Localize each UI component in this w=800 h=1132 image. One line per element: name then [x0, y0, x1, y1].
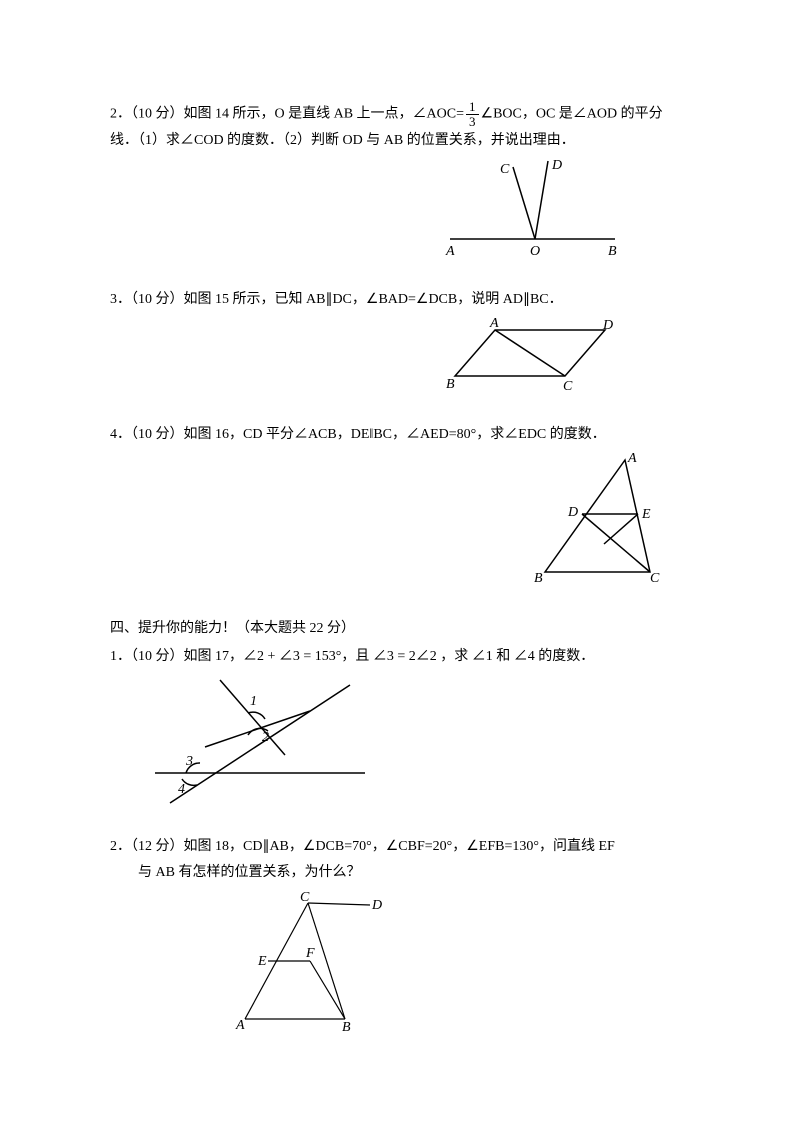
section-4-title: 四、提升你的能力！（本大题共 22 分）: [110, 616, 690, 643]
problem-4: 4．（10 分）如图 16，CD 平分∠ACB，DE‖BC，∠AED=80°，求…: [110, 422, 690, 598]
figure-16-wrap: A B C D E: [110, 452, 690, 598]
label-O: O: [530, 244, 540, 259]
figure-17: 1 2 3 4: [150, 675, 370, 805]
fraction-1-3: 13: [466, 100, 479, 128]
problem-number: 2．: [110, 106, 131, 121]
figure-14: A O B C D: [440, 159, 620, 259]
figure-15: A D B C: [440, 318, 620, 393]
label-B: B: [534, 571, 543, 586]
label-D: D: [551, 159, 562, 173]
figure-15-wrap: A D B C: [110, 318, 690, 404]
label-A: A: [445, 244, 455, 259]
label-A: A: [627, 452, 637, 466]
s4p2-text1: 2．（12 分）如图 18，CD∥AB，∠DCB=70°，∠CBF=20°，∠E…: [110, 834, 690, 861]
label-E: E: [257, 954, 267, 969]
problem-2: 2．（10 分）如图 14 所示，O 是直线 AB 上一点，∠AOC=13∠BO…: [110, 100, 690, 269]
frac-num: 1: [466, 100, 479, 115]
p2-text-before: 如图 14 所示，O 是直线 AB 上一点，∠AOC=: [184, 106, 465, 121]
label-4: 4: [178, 782, 185, 797]
label-C: C: [300, 891, 310, 905]
label-B: B: [342, 1020, 351, 1035]
figure-18-wrap: A B C D E F: [110, 891, 690, 1047]
label-D: D: [567, 505, 578, 520]
problem-3-text: 3．（10 分）如图 15 所示，已知 AB∥DC，∠BAD=∠DCB，说明 A…: [110, 287, 690, 314]
label-C: C: [650, 571, 660, 586]
figure-17-wrap: 1 2 3 4: [110, 675, 690, 816]
figure-16: A B C D E: [530, 452, 670, 587]
label-B: B: [446, 377, 455, 392]
p3-text: 如图 15 所示，已知 AB∥DC，∠BAD=∠DCB，说明 AD∥BC．: [184, 292, 563, 307]
frac-den: 3: [466, 115, 479, 129]
figure-14-wrap: A O B C D: [110, 159, 690, 270]
problem-2-text: 2．（10 分）如图 14 所示，O 是直线 AB 上一点，∠AOC=13∠BO…: [110, 100, 690, 128]
s4p2-body1: 如图 18，CD∥AB，∠DCB=70°，∠CBF=20°，∠EFB=130°，…: [184, 839, 615, 854]
problem-number: 1．: [110, 649, 131, 664]
problem-points: （12 分）: [131, 839, 184, 854]
p4-text: 如图 16，CD 平分∠ACB，DE‖BC，∠AED=80°，求∠EDC 的度数…: [184, 427, 606, 442]
label-1: 1: [250, 694, 257, 709]
problem-3: 3．（10 分）如图 15 所示，已知 AB∥DC，∠BAD=∠DCB，说明 A…: [110, 287, 690, 403]
label-C: C: [500, 162, 510, 177]
section4-problem-1: 1．（10 分）如图 17，∠2 + ∠3 = 153°，且 ∠3 = 2∠2 …: [110, 644, 690, 815]
label-C: C: [563, 379, 573, 393]
s4p1-body: 如图 17，∠2 + ∠3 = 153°，且 ∠3 = 2∠2 ，求 ∠1 和 …: [184, 649, 595, 664]
label-D: D: [602, 318, 613, 333]
section4-problem-2: 2．（12 分）如图 18，CD∥AB，∠DCB=70°，∠CBF=20°，∠E…: [110, 834, 690, 1047]
problem-points: （10 分）: [131, 649, 184, 664]
p2-line2: 线．（1）求∠COD 的度数．（2）判断 OD 与 AB 的位置关系，并说出理由…: [110, 128, 690, 155]
label-2: 2: [262, 730, 269, 745]
label-3: 3: [185, 754, 193, 769]
problem-number: 4．: [110, 427, 131, 442]
problem-points: （10 分）: [131, 292, 184, 307]
figure-18: A B C D E F: [230, 891, 400, 1036]
worksheet-page: 2．（10 分）如图 14 所示，O 是直线 AB 上一点，∠AOC=13∠BO…: [0, 0, 800, 1104]
problem-number: 2．: [110, 839, 131, 854]
p2-text-after: ∠BOC，OC 是∠AOD 的平分: [481, 106, 663, 121]
s4p2-text2: 与 AB 有怎样的位置关系，为什么？: [110, 860, 690, 887]
problem-points: （10 分）: [131, 427, 184, 442]
label-F: F: [305, 946, 315, 961]
label-A: A: [235, 1018, 245, 1033]
label-B: B: [608, 244, 617, 259]
label-A: A: [489, 318, 499, 331]
problem-points: （10 分）: [131, 106, 184, 121]
label-E: E: [641, 507, 651, 522]
problem-4-text: 4．（10 分）如图 16，CD 平分∠ACB，DE‖BC，∠AED=80°，求…: [110, 422, 690, 449]
label-D: D: [371, 898, 382, 913]
problem-number: 3．: [110, 292, 131, 307]
s4p1-text: 1．（10 分）如图 17，∠2 + ∠3 = 153°，且 ∠3 = 2∠2 …: [110, 644, 690, 671]
